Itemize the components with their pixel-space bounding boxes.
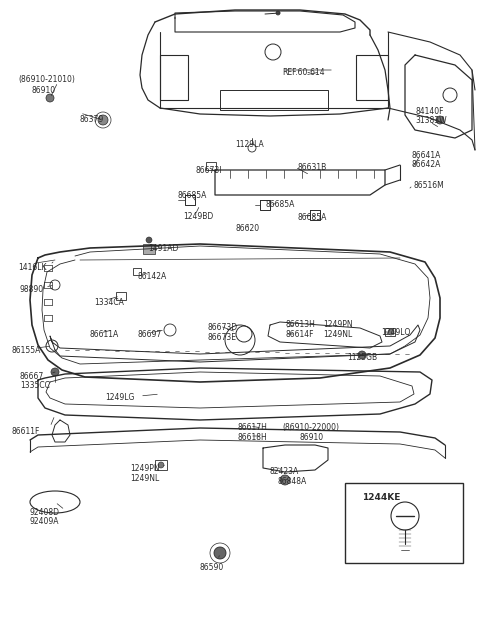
Text: 86379: 86379 (80, 115, 104, 124)
Text: 86685A: 86685A (297, 213, 326, 222)
Bar (220, 90, 328, 110)
Text: 1416LK: 1416LK (18, 263, 47, 272)
Text: 86613H: 86613H (285, 320, 315, 329)
Text: 86673E: 86673E (208, 333, 237, 342)
Text: 86617H: 86617H (238, 423, 268, 432)
Text: 86590: 86590 (200, 563, 224, 572)
Text: 1244KE: 1244KE (362, 493, 400, 502)
Circle shape (276, 11, 280, 15)
Bar (345, 483, 463, 563)
Bar (116, 292, 126, 300)
Text: 98890: 98890 (20, 285, 44, 294)
Text: 86673I: 86673I (196, 166, 223, 175)
Text: 86611A: 86611A (89, 330, 118, 339)
Text: 1491AD: 1491AD (148, 244, 179, 253)
Text: 1249NL: 1249NL (323, 330, 352, 339)
Text: 86516M: 86516M (413, 181, 444, 190)
Text: 86620: 86620 (236, 224, 260, 233)
Circle shape (214, 547, 226, 559)
Text: 1249LQ: 1249LQ (381, 328, 410, 337)
Bar (385, 328, 395, 336)
Text: 84140F: 84140F (415, 107, 444, 116)
Text: 1249BD: 1249BD (183, 212, 213, 221)
Text: 1334CA: 1334CA (94, 298, 124, 307)
Bar (143, 244, 155, 254)
Text: 86697: 86697 (138, 330, 162, 339)
Bar (206, 162, 216, 170)
Circle shape (280, 475, 290, 485)
Text: 1249PN: 1249PN (130, 464, 160, 473)
Text: 86685A: 86685A (178, 191, 207, 200)
Bar (160, 55, 188, 100)
Bar (155, 460, 167, 470)
Circle shape (358, 351, 366, 359)
Circle shape (388, 329, 394, 335)
Text: (86910-21010): (86910-21010) (18, 75, 75, 84)
Circle shape (146, 237, 152, 243)
Text: REF.60-614: REF.60-614 (282, 68, 324, 77)
Text: 86641A: 86641A (412, 151, 442, 160)
Text: 86142A: 86142A (138, 272, 167, 281)
Text: 1249NL: 1249NL (130, 474, 159, 483)
Text: 86910: 86910 (300, 433, 324, 442)
Text: 1249LG: 1249LG (105, 393, 134, 402)
Text: 31383W: 31383W (415, 116, 446, 125)
Circle shape (46, 94, 54, 102)
Text: 86848A: 86848A (278, 477, 307, 486)
Text: 1249PN: 1249PN (323, 320, 353, 329)
Text: 1125GB: 1125GB (347, 353, 377, 362)
Text: 86910: 86910 (32, 86, 56, 95)
Text: 86155A: 86155A (12, 346, 41, 355)
Circle shape (158, 462, 164, 468)
Text: 86614F: 86614F (285, 330, 313, 339)
Text: 86642A: 86642A (412, 160, 442, 169)
Bar (356, 55, 388, 100)
Text: 82423A: 82423A (270, 467, 299, 476)
Text: 86667: 86667 (20, 372, 44, 381)
Text: 86611F: 86611F (12, 427, 40, 436)
Text: 86673D: 86673D (208, 323, 238, 332)
Text: 92409A: 92409A (30, 517, 60, 526)
Text: 1129LA: 1129LA (235, 140, 264, 149)
Text: (86910-22000): (86910-22000) (282, 423, 339, 432)
Text: 1335CC: 1335CC (20, 381, 50, 390)
Circle shape (436, 116, 444, 124)
Text: 92408D: 92408D (30, 508, 60, 517)
Bar (133, 268, 141, 275)
Circle shape (98, 115, 108, 125)
Text: 86631B: 86631B (298, 163, 327, 172)
Text: 86685A: 86685A (265, 200, 294, 209)
Circle shape (51, 368, 59, 376)
Text: 86618H: 86618H (238, 433, 268, 442)
